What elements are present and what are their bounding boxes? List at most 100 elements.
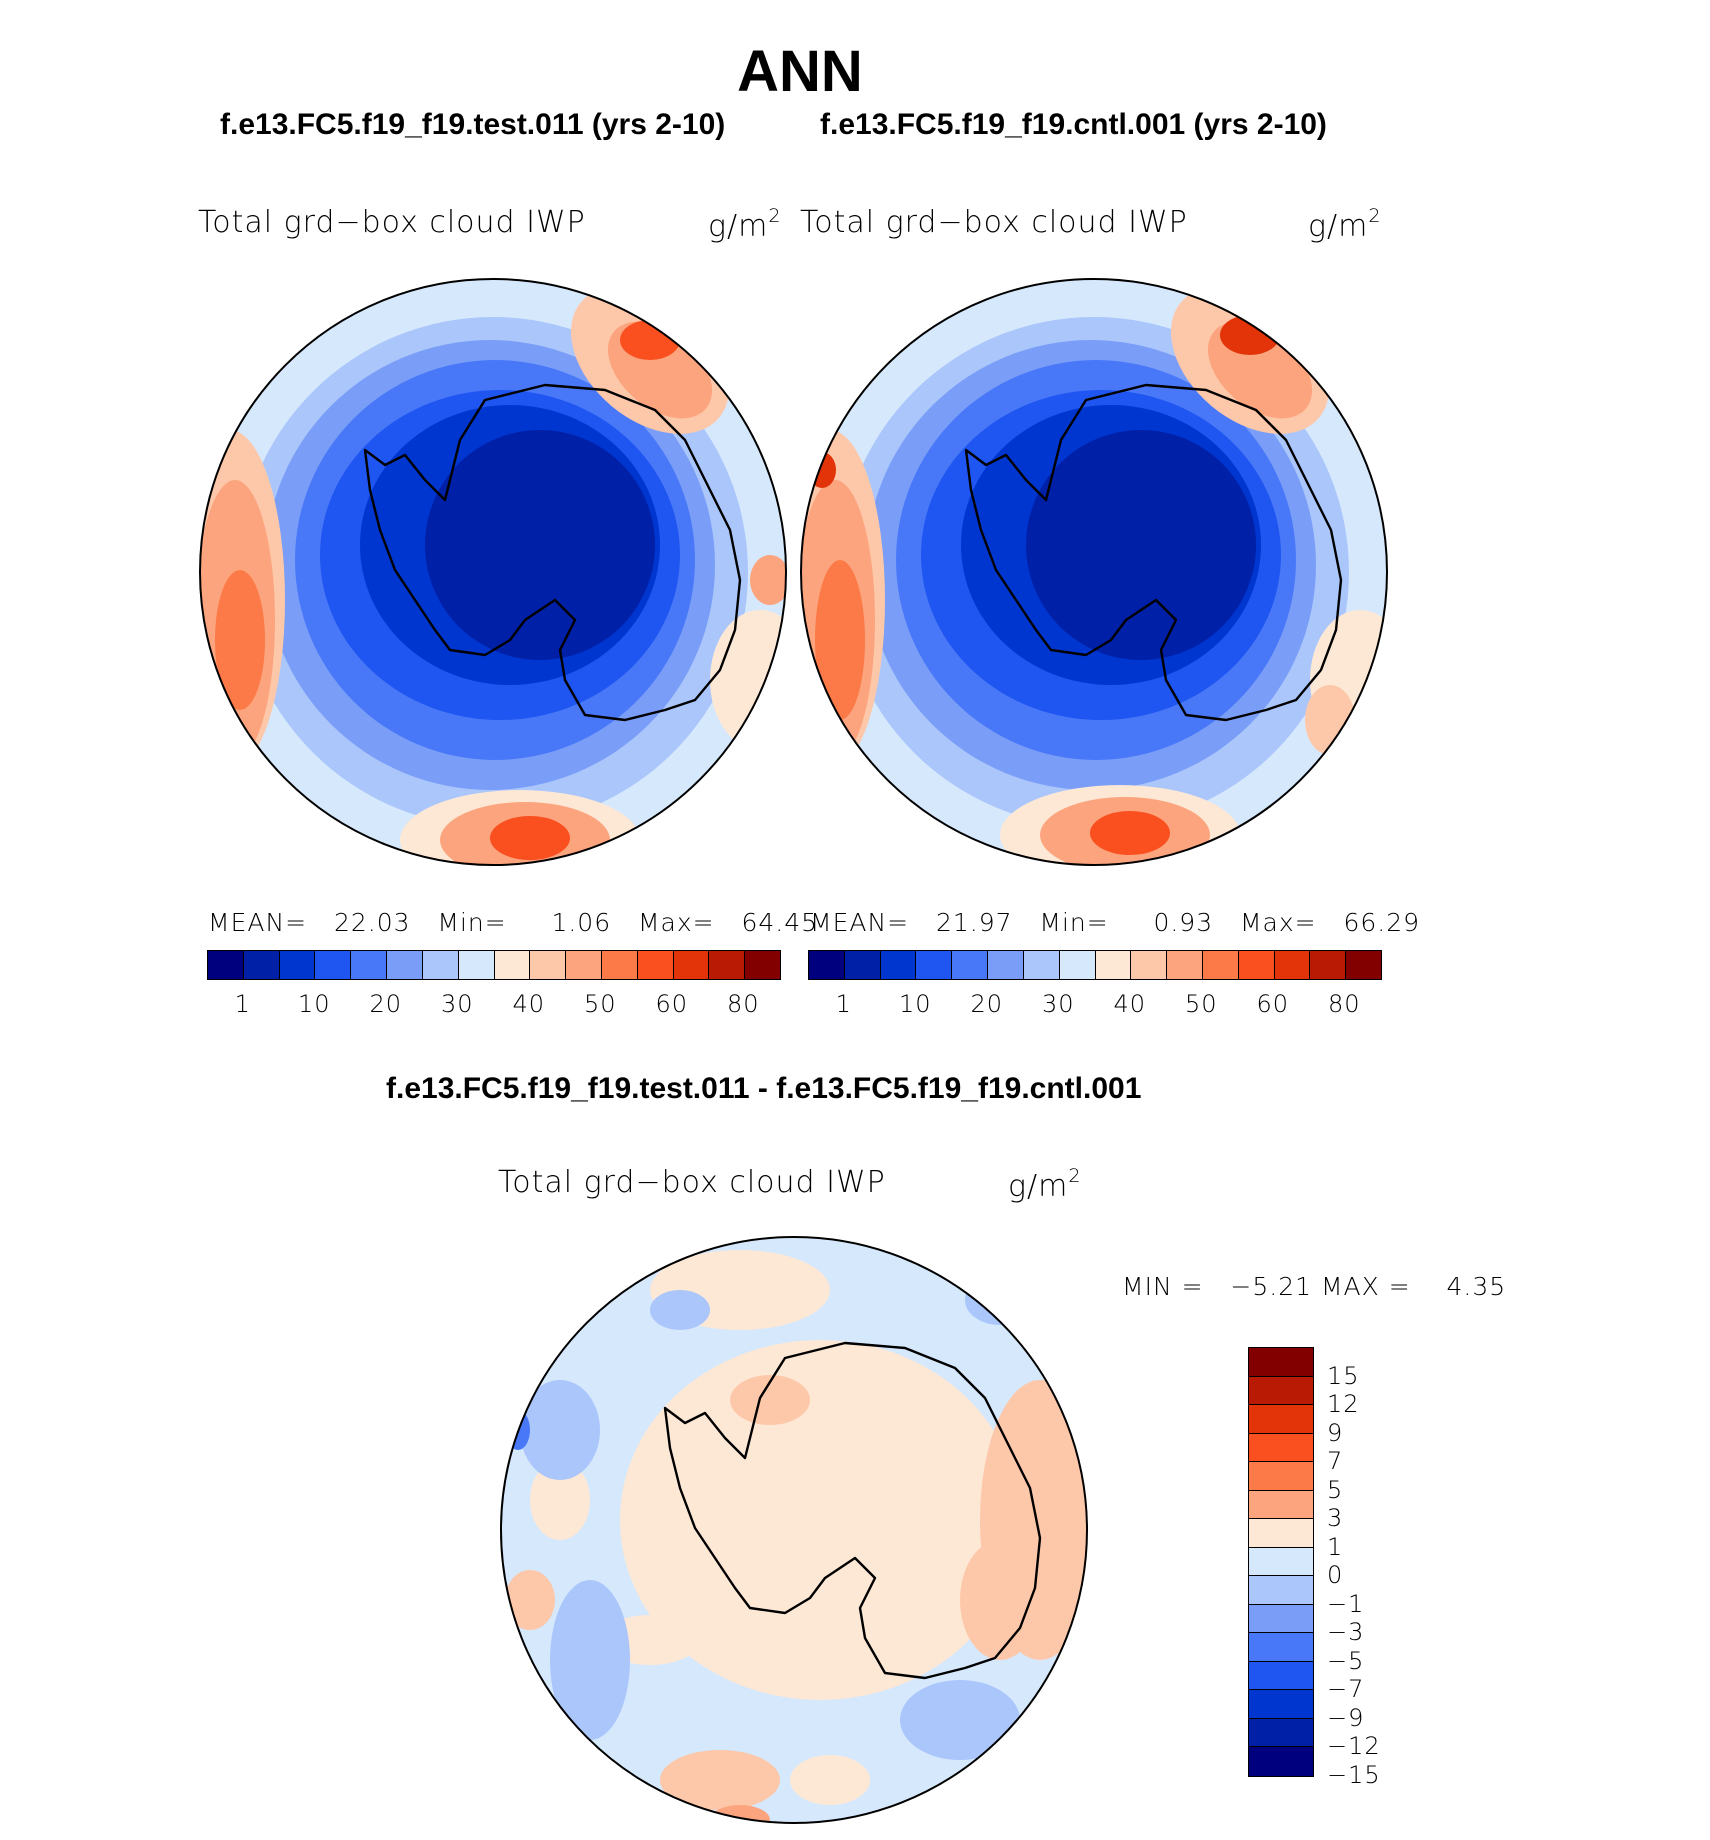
difference-colorbar-tick-label: −7 — [1327, 1675, 1365, 1703]
control-colorbar-swatch — [1346, 951, 1381, 979]
control-colorbar-tick-label: 60 — [1256, 990, 1290, 1018]
difference-colorbar-tick-label: −3 — [1327, 1618, 1365, 1646]
control-colorbar-tick-label: 40 — [1113, 990, 1147, 1018]
difference-colorbar-tick-label: −5 — [1327, 1646, 1365, 1675]
test-mean-value: 22.03 — [333, 908, 411, 937]
test-colorbar-tick-label: 10 — [297, 990, 331, 1018]
difference-colorbar-tick-label: 15 — [1327, 1361, 1360, 1390]
control-colorbar-swatch — [1095, 951, 1132, 979]
test-colorbar-tick-label: 30 — [440, 990, 474, 1018]
difference-colorbar-swatch — [1249, 1490, 1313, 1519]
control-colorbar-swatch — [844, 951, 881, 979]
control-mean-label: MEAN= — [810, 908, 910, 937]
difference-colorbar-tick-label: −15 — [1327, 1760, 1381, 1789]
test-colorbar-swatch — [745, 951, 780, 979]
control-colorbar-tick-label: 20 — [970, 990, 1004, 1018]
control-mean-value: 21.97 — [935, 908, 1013, 937]
main-title: ANN — [737, 39, 863, 104]
test-colorbar — [207, 950, 781, 980]
difference-colorbar-swatch — [1249, 1633, 1313, 1662]
control-unit-label: g/m2 — [1308, 205, 1382, 244]
difference-colorbar-tick-label: 12 — [1327, 1390, 1360, 1418]
difference-colorbar — [1248, 1347, 1314, 1777]
test-colorbar-swatch — [673, 951, 710, 979]
test-colorbar-swatch — [422, 951, 459, 979]
test-colorbar-swatch — [243, 951, 280, 979]
test-colorbar-tick-label: 60 — [655, 990, 689, 1018]
test-colorbar-swatch — [601, 951, 638, 979]
difference-min-label: MIN = — [1122, 1272, 1204, 1301]
difference-colorbar-tick-label: 3 — [1327, 1504, 1344, 1532]
control-colorbar — [808, 950, 1382, 980]
control-colorbar-tick-label: 10 — [898, 990, 932, 1018]
test-colorbar-swatch — [315, 951, 352, 979]
test-colorbar-tick-label: 1 — [234, 990, 251, 1018]
control-colorbar-tick-label: 30 — [1041, 990, 1075, 1018]
difference-stats: MIN = −5.21 MAX = 4.35 — [1122, 1272, 1506, 1301]
difference-max-value: 4.35 — [1446, 1272, 1507, 1301]
difference-colorbar-swatch — [1249, 1747, 1313, 1776]
difference-map — [501, 1237, 1087, 1823]
difference-colorbar-swatch — [1249, 1604, 1313, 1633]
difference-colorbar-swatch — [1249, 1547, 1313, 1576]
control-colorbar-ticks: 1 10 20 30 40 50 60 80 — [808, 990, 1380, 1020]
control-colorbar-swatch — [1023, 951, 1060, 979]
control-map — [801, 279, 1387, 865]
difference-colorbar-swatch — [1249, 1433, 1313, 1462]
control-colorbar-tick-label: 80 — [1327, 990, 1361, 1018]
difference-colorbar-tick-label: 1 — [1327, 1532, 1344, 1561]
test-colorbar-tick-label: 20 — [369, 990, 403, 1018]
test-colorbar-swatch — [566, 951, 602, 979]
control-colorbar-tick-label: 1 — [835, 990, 852, 1018]
difference-colorbar-swatch — [1249, 1519, 1313, 1548]
test-colorbar-swatch — [709, 951, 746, 979]
test-case-title: f.e13.FC5.f19_f19.test.011 (yrs 2-10) — [220, 108, 726, 141]
difference-colorbar-tick-label: −9 — [1327, 1703, 1365, 1732]
test-max-value: 64.45 — [741, 908, 819, 937]
difference-colorbar-swatch — [1249, 1405, 1313, 1434]
test-min-value: 1.06 — [551, 908, 612, 937]
control-min-value: 0.93 — [1153, 908, 1214, 937]
test-unit-label: g/m2 — [708, 205, 782, 244]
difference-colorbar-swatch — [1249, 1690, 1313, 1719]
control-colorbar-swatch — [1202, 951, 1239, 979]
control-colorbar-swatch — [1274, 951, 1311, 979]
difference-colorbar-swatch — [1249, 1718, 1313, 1747]
test-map — [200, 279, 786, 865]
difference-colorbar-tick-label: 5 — [1327, 1475, 1344, 1504]
control-case-title: f.e13.FC5.f19_f19.cntl.001 (yrs 2-10) — [820, 108, 1327, 141]
test-variable-label: Total grd−box cloud IWP — [198, 205, 586, 240]
difference-max-label: MAX = — [1320, 1272, 1411, 1301]
test-colorbar-swatch — [279, 951, 316, 979]
control-colorbar-tick-label: 50 — [1184, 990, 1218, 1018]
control-colorbar-swatch — [916, 951, 953, 979]
test-colorbar-ticks: 1 10 20 30 40 50 60 80 — [207, 990, 779, 1020]
test-colorbar-tick-label: 40 — [512, 990, 546, 1018]
difference-colorbar-tick-label: 7 — [1327, 1447, 1344, 1475]
difference-title: f.e13.FC5.f19_f19.test.011 - f.e13.FC5.f… — [386, 1072, 1142, 1105]
control-colorbar-swatch — [880, 951, 917, 979]
test-colorbar-swatch — [387, 951, 423, 979]
test-colorbar-swatch — [637, 951, 674, 979]
control-colorbar-swatch — [809, 951, 845, 979]
control-stats: MEAN= 21.97 Min= 0.93 Max= 66.29 — [810, 908, 1420, 937]
test-colorbar-tick-label: 50 — [583, 990, 617, 1018]
control-colorbar-swatch — [1167, 951, 1203, 979]
difference-min-value: −5.21 — [1230, 1272, 1313, 1301]
test-colorbar-tick-label: 80 — [726, 990, 760, 1018]
test-colorbar-swatch — [494, 951, 531, 979]
control-colorbar-swatch — [952, 951, 989, 979]
difference-colorbar-tick-label: 0 — [1327, 1561, 1344, 1589]
control-colorbar-swatch — [1310, 951, 1347, 979]
control-colorbar-swatch — [988, 951, 1024, 979]
control-variable-label: Total grd−box cloud IWP — [800, 205, 1188, 240]
test-colorbar-swatch — [208, 951, 244, 979]
control-colorbar-swatch — [1131, 951, 1168, 979]
difference-colorbar-swatch — [1249, 1462, 1313, 1491]
test-colorbar-swatch — [458, 951, 495, 979]
difference-colorbar-swatch — [1249, 1348, 1313, 1377]
test-colorbar-swatch — [530, 951, 567, 979]
control-colorbar-swatch — [1059, 951, 1096, 979]
control-min-label: Min= — [1039, 908, 1109, 937]
